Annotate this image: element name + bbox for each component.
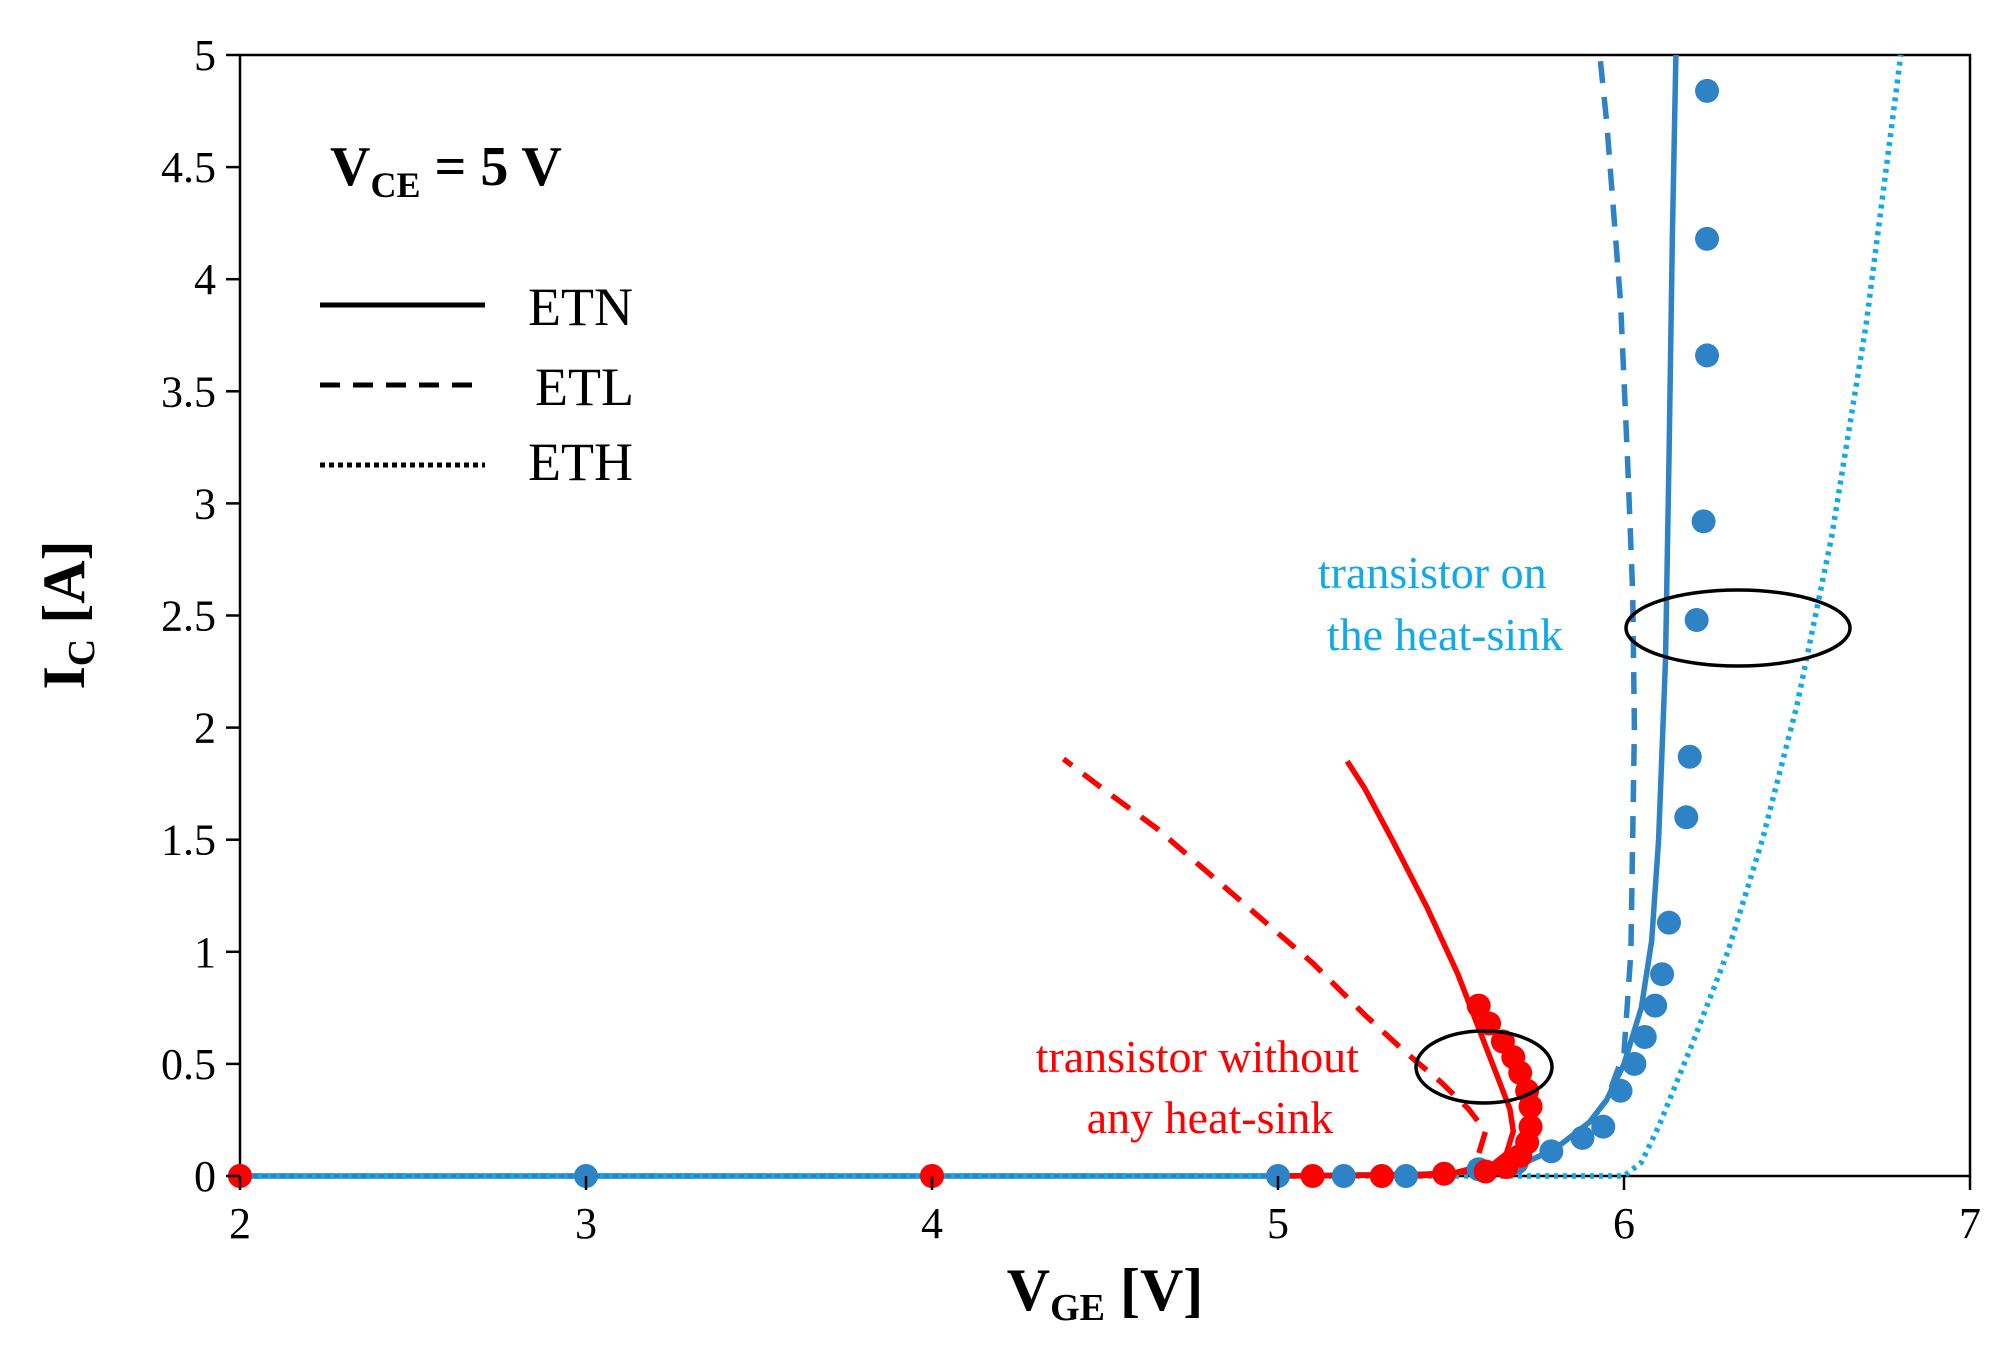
condition-label: VCE = 5 V bbox=[330, 136, 562, 205]
legend-etn-label: ETN bbox=[528, 277, 633, 337]
series-3-point bbox=[1695, 78, 1720, 103]
y-tick-label: 2 bbox=[194, 704, 216, 753]
series-3-point bbox=[1608, 1078, 1633, 1103]
annotation-no-heat-sink: transistor without any heat-sink bbox=[1036, 1031, 1371, 1143]
markers-layer bbox=[228, 78, 1720, 1188]
series-6-point bbox=[1369, 1164, 1394, 1188]
y-tick-label: 2.5 bbox=[161, 592, 216, 641]
x-tick-label: 2 bbox=[229, 1199, 251, 1248]
x-tick-label: 5 bbox=[1267, 1199, 1289, 1248]
series-3-point bbox=[1591, 1114, 1616, 1139]
series-3-point bbox=[1695, 226, 1720, 251]
series-6-point bbox=[1432, 1161, 1457, 1186]
series-6-point bbox=[1473, 1159, 1498, 1184]
series-3-point bbox=[1695, 343, 1720, 368]
y-axis-title: IC [A] bbox=[31, 540, 103, 689]
no-heat-sink-ellipse bbox=[1414, 1029, 1554, 1105]
x-ticks: 2 3 4 5 6 7 bbox=[229, 1176, 1981, 1248]
series-6-point bbox=[1490, 1029, 1515, 1054]
series-3-point bbox=[1677, 744, 1702, 769]
y-tick-label: 1.5 bbox=[161, 816, 216, 865]
series-5-line bbox=[1061, 756, 1489, 1179]
heat-sink-ellipse bbox=[1624, 588, 1852, 668]
series-3-point bbox=[1691, 509, 1716, 534]
series-3-point bbox=[1643, 993, 1668, 1018]
series-3-point bbox=[1684, 607, 1709, 632]
series-2-line bbox=[240, 54, 1904, 1179]
series-3-point bbox=[1539, 1139, 1564, 1164]
series-3-point bbox=[1632, 1024, 1657, 1049]
series-3-point bbox=[1570, 1125, 1595, 1150]
plot-frame bbox=[238, 53, 1972, 1178]
series-3-point bbox=[1622, 1051, 1647, 1076]
y-tick-label: 0 bbox=[194, 1152, 216, 1201]
series-3-point bbox=[1656, 910, 1681, 935]
legend-eth-label: ETH bbox=[528, 432, 633, 492]
ellipses-layer bbox=[1414, 588, 1852, 1105]
series-3-point bbox=[1674, 805, 1699, 830]
x-tick-label: 6 bbox=[1613, 1199, 1635, 1248]
series-3-point bbox=[1331, 1164, 1356, 1188]
series-6-point bbox=[1466, 993, 1491, 1018]
series-6-point bbox=[1300, 1164, 1325, 1188]
x-tick-label: 7 bbox=[1959, 1199, 1981, 1248]
series-3-point bbox=[1650, 962, 1675, 987]
y-tick-label: 4.5 bbox=[161, 143, 216, 192]
series-6-point bbox=[1518, 1114, 1543, 1139]
y-ticks: 0 0.5 1 1.5 2 2.5 3 3.5 4 4.5 5 bbox=[161, 31, 240, 1201]
y-tick-label: 3.5 bbox=[161, 367, 216, 416]
y-tick-label: 4 bbox=[194, 255, 216, 304]
annotation-heat-sink: transistor on the heat-sink bbox=[1318, 547, 1563, 660]
y-tick-label: 1 bbox=[194, 928, 216, 977]
y-tick-label: 5 bbox=[194, 31, 216, 80]
y-tick-label: 3 bbox=[194, 479, 216, 528]
x-tick-label: 3 bbox=[575, 1199, 597, 1248]
legend: ETN ETL ETH bbox=[320, 277, 634, 492]
x-tick-label: 4 bbox=[921, 1199, 943, 1248]
y-tick-label: 0.5 bbox=[161, 1040, 216, 1089]
legend-etl-label: ETL bbox=[535, 357, 634, 417]
series-3-point bbox=[1394, 1164, 1419, 1188]
x-axis-title: VGE [V] bbox=[1007, 1257, 1204, 1329]
